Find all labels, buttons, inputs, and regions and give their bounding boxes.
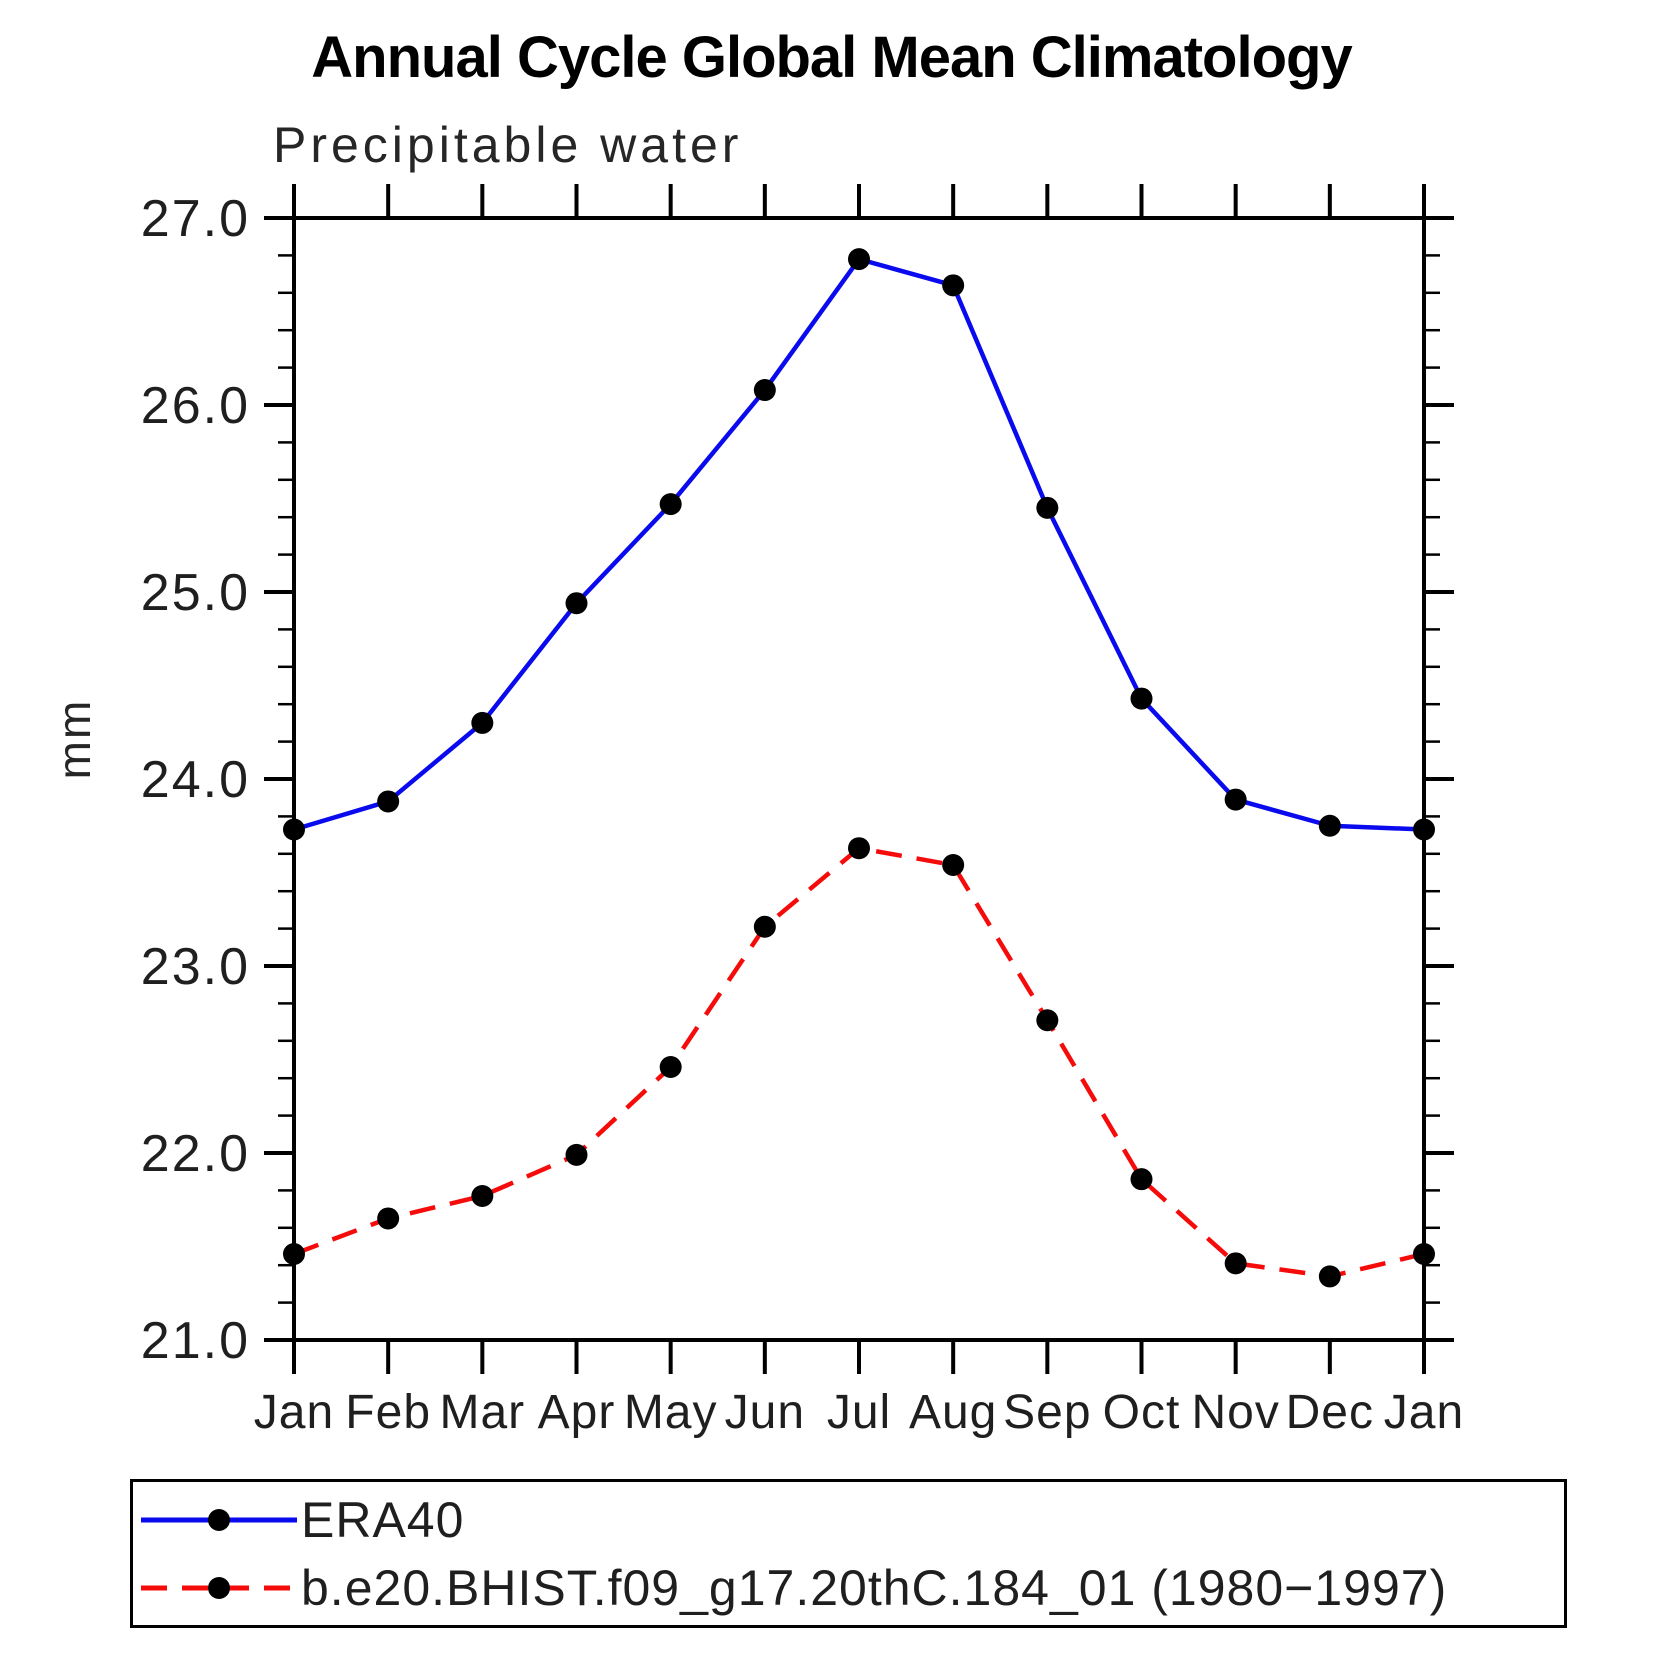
x-tick-label: Jun (725, 1386, 805, 1439)
data-point-marker (471, 1185, 494, 1208)
y-tick-label: 25.0 (141, 564, 250, 622)
x-tick-label: Feb (345, 1386, 431, 1439)
data-point-marker (377, 1207, 400, 1230)
legend-label: ERA40 (301, 1491, 465, 1548)
legend: ERA40 b.e20.BHIST.f09_g17.20thC.184_01 (1… (130, 1479, 1567, 1628)
y-tick-label: 26.0 (141, 377, 250, 435)
data-point-marker (1413, 818, 1435, 841)
chart-title: Annual Cycle Global Mean Climatology (311, 25, 1352, 90)
data-point-marker (942, 274, 965, 297)
data-point-marker (753, 915, 776, 938)
x-tick-label: Jul (827, 1386, 891, 1439)
data-point-marker (283, 818, 305, 841)
data-point-marker (753, 379, 776, 402)
y-tick-label: 22.0 (141, 1125, 250, 1183)
data-point-marker (659, 1055, 682, 1078)
x-tick-label: Aug (909, 1386, 997, 1439)
data-point-marker (1224, 1252, 1247, 1275)
data-point-marker (1413, 1242, 1435, 1265)
legend-marker-icon (208, 1508, 230, 1531)
data-point-marker (471, 711, 494, 734)
data-point-marker (565, 1143, 588, 1166)
x-tick-label: Mar (439, 1386, 525, 1439)
data-point-marker (942, 854, 965, 877)
data-point-marker (283, 1242, 305, 1265)
data-point-marker (848, 837, 870, 860)
legend-solid-line-icon (141, 1508, 297, 1531)
series-line-model (293, 845, 1425, 1279)
legend-item: b.e20.BHIST.f09_g17.20thC.184_01 (1980−1… (139, 1558, 1564, 1618)
legend-label: b.e20.BHIST.f09_g17.20thC.184_01 (1980−1… (301, 1559, 1448, 1616)
x-tick-label: Apr (538, 1386, 616, 1439)
x-tick-label: Sep (1003, 1386, 1091, 1439)
chart-subtitle: Precipitable water (273, 117, 743, 173)
x-tick-label: Nov (1191, 1386, 1279, 1439)
x-tick-label: Dec (1286, 1386, 1374, 1439)
y-tick-label: 24.0 (141, 751, 250, 809)
x-tick-label: Oct (1103, 1386, 1181, 1439)
data-point-marker (1318, 814, 1341, 837)
data-point-marker (1318, 1265, 1341, 1288)
series-line-era40 (293, 256, 1425, 832)
data-point-marker (1130, 1168, 1153, 1191)
legend-marker-icon (208, 1576, 230, 1599)
legend-dashed-line-icon (141, 1576, 297, 1599)
data-point-marker (1036, 496, 1059, 519)
y-tick-label: 27.0 (141, 190, 250, 248)
data-point-marker (848, 248, 870, 271)
data-point-marker (1224, 788, 1247, 811)
y-tick-label: 21.0 (141, 1312, 250, 1370)
y-tick-label: 23.0 (141, 938, 250, 996)
legend-item: ERA40 (139, 1490, 1564, 1550)
x-tick-label: Jan (1384, 1386, 1464, 1439)
data-point-marker (1130, 687, 1153, 710)
data-point-marker (377, 790, 400, 813)
x-tick-label: May (624, 1386, 718, 1439)
data-point-marker (565, 592, 588, 615)
data-point-marker (1036, 1009, 1059, 1032)
plot-frame (292, 216, 1426, 1342)
data-point-marker (659, 493, 682, 516)
x-tick-label: Jan (254, 1386, 334, 1439)
